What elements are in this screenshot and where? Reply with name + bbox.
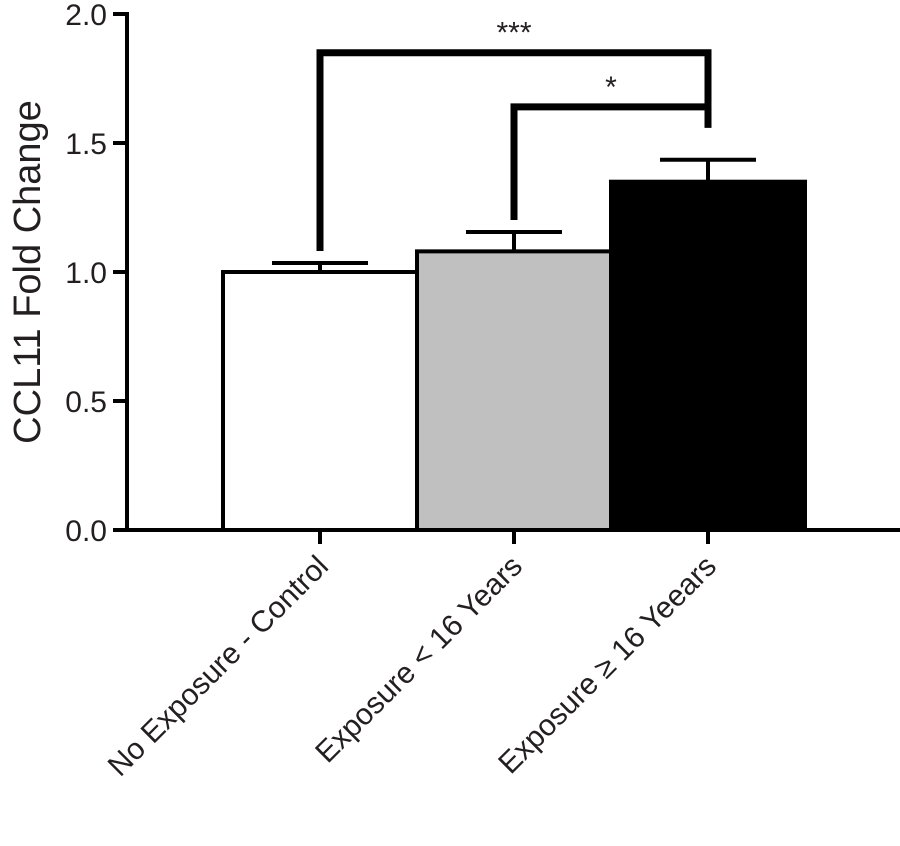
bar-0 bbox=[221, 270, 419, 532]
significance-label: *** bbox=[496, 17, 531, 50]
category-label: No Exposure - Control bbox=[102, 550, 335, 783]
significance-bracket bbox=[316, 49, 712, 251]
y-tick-label: 0.0 bbox=[65, 515, 107, 548]
y-tick-label: 2.0 bbox=[65, 0, 107, 32]
y-tick-label: 1.5 bbox=[65, 128, 107, 161]
category-label: Exposure ≥ 16 Yeears bbox=[492, 550, 723, 781]
y-tick-label: 1.0 bbox=[65, 257, 107, 290]
plot-area: 0.00.51.01.52.0No Exposure - ControlExpo… bbox=[65, 0, 900, 783]
significance-bracket bbox=[510, 103, 712, 221]
bar-1 bbox=[415, 249, 613, 533]
y-tick-label: 0.5 bbox=[65, 386, 107, 419]
significance-label: * bbox=[605, 71, 617, 104]
category-label: Exposure < 16 Years bbox=[309, 550, 529, 770]
y-axis-label: CCL11 Fold Change bbox=[7, 100, 49, 444]
bar-2 bbox=[609, 179, 807, 532]
